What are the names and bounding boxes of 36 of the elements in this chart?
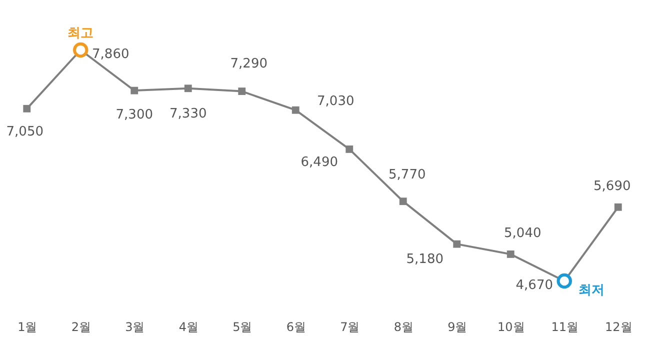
point [614, 203, 622, 211]
data-label: 5,180 [406, 252, 444, 268]
data-label: 6,490 [300, 155, 338, 170]
x-tick-label: 6월 [286, 320, 306, 334]
x-tick-label: 4월 [178, 320, 198, 334]
point [399, 198, 407, 206]
point [346, 146, 354, 153]
point [292, 106, 300, 114]
data-label: 5,690 [594, 179, 631, 194]
x-tick-label: 5월 [232, 320, 252, 334]
x-tick-label: 10월 [497, 320, 525, 334]
point [23, 104, 31, 112]
point [130, 86, 138, 94]
point [453, 240, 461, 248]
x-tick-label: 1월 [18, 320, 38, 334]
annotation: 최저 [578, 283, 604, 298]
point [184, 84, 192, 92]
data-label: 7,290 [230, 56, 268, 72]
data-label: 7,860 [92, 47, 130, 62]
data-label: 5,770 [388, 167, 426, 182]
x-tick-label: 3월 [125, 320, 145, 334]
annotation: 최고 [68, 26, 94, 41]
data-label: 4,670 [516, 278, 553, 293]
x-tick-label: 11월 [551, 320, 579, 334]
data-label: 7,330 [170, 106, 207, 122]
x-tick-label: 8월 [394, 320, 414, 334]
point [506, 250, 514, 258]
x-tick-label: 2월 [71, 320, 91, 334]
point [238, 88, 246, 95]
x-tick-label: 12월 [604, 320, 632, 334]
data-label: 7,050 [6, 124, 44, 140]
x-tick-label: 7월 [340, 320, 360, 334]
data-label: 7,030 [317, 94, 354, 110]
data-label: 5,040 [504, 226, 542, 242]
data-label: 7,300 [116, 108, 153, 123]
x-tick-label: 9월 [448, 320, 468, 334]
